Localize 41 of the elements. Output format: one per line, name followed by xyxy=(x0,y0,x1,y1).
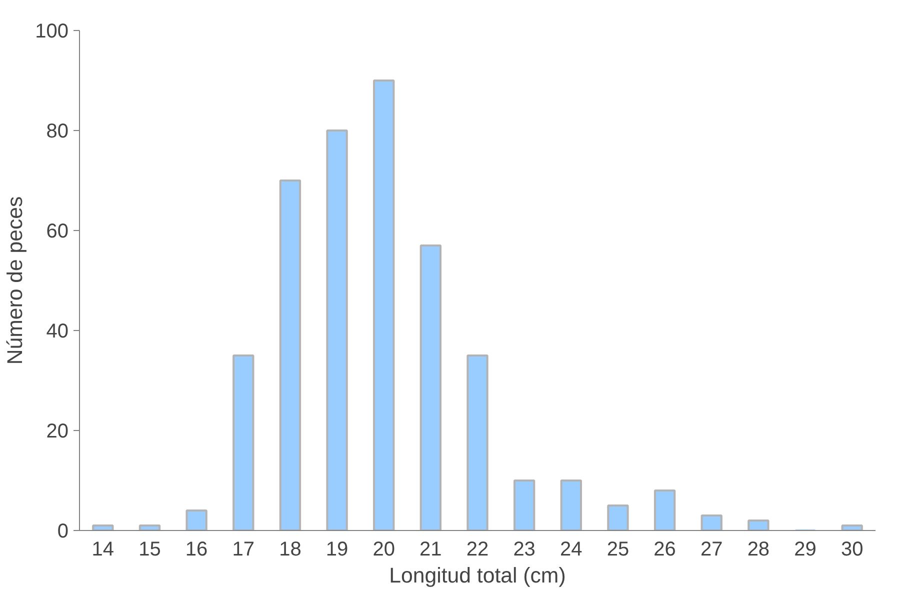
bar xyxy=(373,80,395,530)
bar xyxy=(560,480,582,530)
bar xyxy=(841,524,863,530)
y-tick-label: 40 xyxy=(46,320,69,342)
bar xyxy=(232,354,254,530)
y-tick-label: 100 xyxy=(35,20,69,42)
y-tick-label: 80 xyxy=(46,120,69,142)
bar xyxy=(138,524,161,530)
bar xyxy=(513,480,536,530)
x-tick-label: 27 xyxy=(700,538,723,560)
y-tick-label: 0 xyxy=(57,520,68,542)
x-tick-label: 24 xyxy=(560,538,582,560)
x-tick-label: 20 xyxy=(372,538,395,560)
bar xyxy=(279,180,302,530)
x-tick-label: 26 xyxy=(654,538,676,560)
bar xyxy=(92,524,114,530)
x-tick-label: 19 xyxy=(326,538,348,560)
x-tick-label: 25 xyxy=(606,538,630,560)
x-tick-label: 23 xyxy=(513,538,536,560)
bar xyxy=(186,510,208,530)
x-tick-label: 28 xyxy=(747,538,770,560)
bar xyxy=(607,504,629,530)
x-tick-label: 21 xyxy=(420,538,442,560)
y-tick-label: 20 xyxy=(46,420,69,442)
x-tick-label: 15 xyxy=(138,538,161,560)
x-tick-label: 22 xyxy=(466,538,489,560)
bar xyxy=(466,354,488,530)
x-tick-label: 14 xyxy=(92,538,114,560)
x-tick-label: 16 xyxy=(185,538,208,560)
x-tick-label: 18 xyxy=(279,538,302,560)
bar xyxy=(654,490,676,530)
y-tick-label: 60 xyxy=(46,220,69,242)
x-tick-label: 30 xyxy=(840,538,864,560)
bar xyxy=(420,244,442,530)
bar xyxy=(700,514,722,530)
y-axis-title: Número de peces xyxy=(3,196,28,365)
x-axis-title: Longitud total (cm) xyxy=(389,564,566,588)
bar xyxy=(748,520,770,530)
x-tick-label: 29 xyxy=(794,538,816,560)
x-tick-label: 17 xyxy=(232,538,255,560)
bar xyxy=(326,130,348,530)
